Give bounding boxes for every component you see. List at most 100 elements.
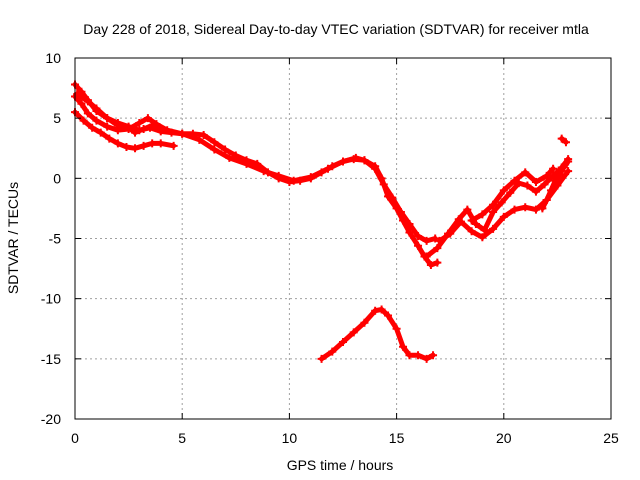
chart-title: Day 228 of 2018, Sidereal Day-to-day VTE…: [83, 21, 589, 37]
data-point: [405, 220, 414, 229]
data-point: [538, 204, 547, 213]
data-point: [478, 233, 487, 242]
data-point: [135, 118, 144, 127]
data-point: [392, 324, 401, 333]
data-point: [143, 114, 152, 123]
data-point: [396, 208, 405, 217]
data-point: [88, 123, 97, 132]
data-point: [467, 216, 476, 225]
data-point: [549, 164, 558, 173]
data-point: [77, 99, 86, 108]
data-point: [433, 258, 442, 267]
data-point: [96, 128, 105, 137]
grid-lines: [75, 58, 611, 419]
data-point: [139, 141, 148, 150]
data-point: [113, 139, 122, 148]
data-point: [564, 157, 573, 166]
data-point: [405, 228, 414, 237]
data-point: [225, 153, 234, 162]
data-point: [351, 153, 360, 162]
data-point: [131, 144, 140, 153]
series-track-h: [538, 157, 573, 213]
data-point: [499, 186, 508, 195]
data-point: [156, 139, 165, 148]
series-track-b: [71, 92, 440, 245]
series-track-i: [557, 134, 570, 147]
data-point: [521, 203, 530, 212]
data-point: [510, 176, 519, 185]
x-axis-label: GPS time / hours: [287, 457, 394, 473]
data-point: [521, 168, 530, 177]
axis-ticks: 0 5 10 15 20 25 -20 -15 -10 -5 0 5 10: [41, 50, 619, 446]
series-trace-line: [74, 91, 164, 136]
data-point: [339, 337, 347, 346]
data-point: [306, 173, 315, 182]
data-point: [446, 229, 455, 238]
data-point: [414, 241, 423, 250]
data-point: [371, 164, 380, 173]
series-track-d: [73, 90, 165, 137]
data-point: [422, 354, 431, 363]
y-tick-label: 10: [45, 50, 61, 66]
data-point: [124, 123, 133, 132]
data-point: [463, 205, 472, 214]
y-tick-label: -20: [41, 411, 61, 427]
data-point: [429, 351, 438, 360]
data-point: [414, 232, 423, 241]
x-tick-label: 15: [389, 430, 405, 446]
data-point: [379, 180, 388, 189]
data-point: [83, 97, 92, 106]
data-point: [489, 200, 498, 209]
data-point: [559, 163, 568, 172]
data-point: [433, 244, 442, 253]
data-point: [210, 138, 219, 147]
data-point: [414, 351, 423, 360]
data-point: [289, 176, 298, 185]
data-point: [506, 188, 515, 197]
series-track-j: [317, 305, 438, 363]
data-point: [242, 159, 251, 168]
y-axis-label: SDTVAR / TECUs: [5, 182, 21, 294]
data-point: [399, 342, 408, 351]
data-point: [561, 138, 570, 147]
x-tick-label: 25: [603, 430, 619, 446]
data-point: [384, 311, 393, 320]
data-point: [349, 328, 358, 337]
data-point: [546, 186, 555, 195]
data-point: [555, 170, 564, 179]
data-point: [456, 217, 465, 226]
series-track-g: [467, 164, 558, 225]
data-point: [199, 131, 208, 140]
data-point: [360, 156, 369, 165]
data-point: [422, 236, 431, 245]
data-point: [339, 157, 347, 166]
data-point: [531, 177, 540, 186]
data-point: [156, 126, 165, 135]
data-point: [323, 164, 332, 173]
data-point: [113, 121, 122, 130]
data-point: [148, 121, 157, 130]
data-point: [195, 135, 204, 144]
data-point: [467, 227, 476, 236]
data-point: [405, 351, 414, 360]
data-point: [426, 260, 435, 269]
data-point: [377, 305, 386, 314]
y-tick-label: 0: [53, 170, 61, 186]
data-point: [105, 134, 114, 143]
series-track-e: [422, 155, 573, 261]
data-point: [531, 205, 540, 214]
data-point: [388, 193, 397, 202]
data-point: [489, 208, 498, 217]
data-point: [274, 171, 283, 180]
data-point: [73, 90, 82, 99]
data-point: [103, 122, 112, 131]
data-point: [92, 104, 101, 113]
data-point: [478, 210, 487, 219]
data-point: [523, 181, 532, 190]
data-point: [148, 139, 157, 148]
data-point: [564, 167, 573, 176]
data-point: [489, 224, 498, 233]
data-point: [422, 252, 431, 261]
